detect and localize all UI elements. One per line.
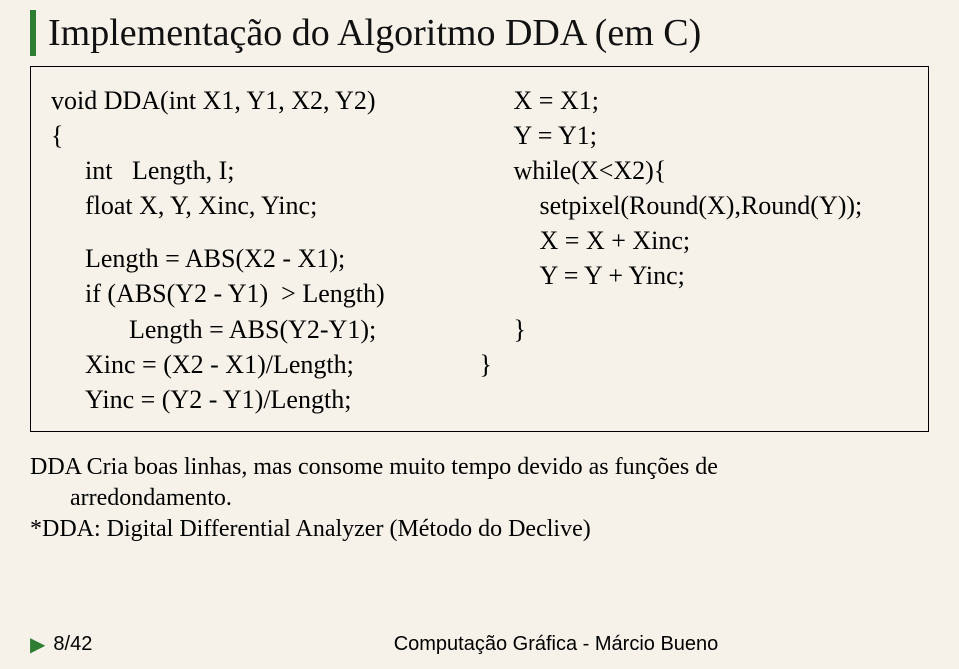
code-line: {: [51, 118, 480, 153]
code-line: Xinc = (X2 - X1)/Length;: [85, 347, 480, 382]
blank-line: [480, 294, 909, 312]
blank-line: [51, 223, 480, 241]
code-line: if (ABS(Y2 - Y1) > Length): [85, 276, 480, 311]
arrow-icon: ▶: [30, 632, 45, 657]
code-column-left: void DDA(int X1, Y1, X2, Y2) { int Lengt…: [51, 83, 480, 417]
code-line: X = X + Xinc;: [540, 223, 909, 258]
caption-line: *DDA: Digital Differential Analyzer (Mét…: [30, 514, 929, 545]
code-line: Y = Y1;: [514, 118, 909, 153]
code-line: void DDA(int X1, Y1, X2, Y2): [51, 83, 480, 118]
code-column-right: X = X1; Y = Y1; while(X<X2){ setpixel(Ro…: [480, 83, 909, 417]
code-line: Yinc = (Y2 - Y1)/Length;: [85, 382, 480, 417]
code-line: Length = ABS(Y2-Y1);: [129, 312, 480, 347]
code-line: }: [514, 312, 909, 347]
code-line: while(X<X2){: [514, 153, 909, 188]
code-line: int Length, I;: [85, 153, 480, 188]
slide: Implementação do Algoritmo DDA (em C) vo…: [0, 0, 959, 669]
footer-page: 8/42: [53, 633, 92, 656]
code-line: Y = Y + Yinc;: [540, 258, 909, 293]
footer-course: Computação Gráfica - Márcio Bueno: [394, 633, 719, 656]
title-row: Implementação do Algoritmo DDA (em C): [30, 10, 929, 56]
slide-title: Implementação do Algoritmo DDA (em C): [48, 11, 701, 55]
caption-line: arredondamento.: [70, 483, 929, 514]
code-line: X = X1;: [514, 83, 909, 118]
code-line: }: [480, 347, 909, 382]
code-line: float X, Y, Xinc, Yinc;: [85, 188, 480, 223]
title-accent-bar: [30, 10, 36, 56]
code-line: Length = ABS(X2 - X1);: [85, 241, 480, 276]
footer: ▶ 8/42 Computação Gráfica - Márcio Bueno: [30, 632, 929, 657]
code-box: void DDA(int X1, Y1, X2, Y2) { int Lengt…: [30, 66, 929, 432]
caption-line: DDA Cria boas linhas, mas consome muito …: [30, 452, 929, 483]
caption: DDA Cria boas linhas, mas consome muito …: [30, 452, 929, 546]
code-line: setpixel(Round(X),Round(Y));: [540, 188, 909, 223]
